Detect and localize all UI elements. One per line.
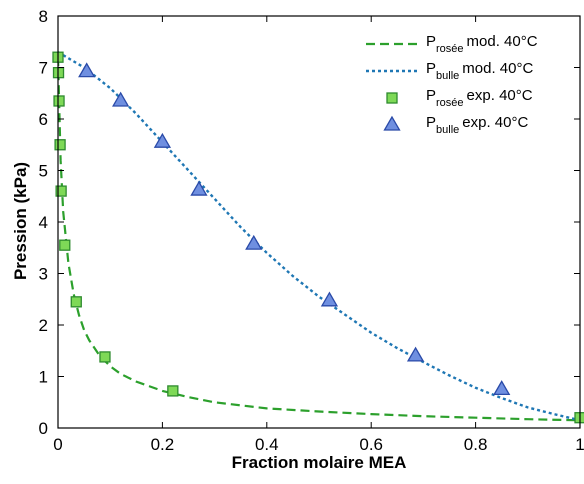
legend-label-main: P: [426, 87, 436, 104]
legend-item-dew_exp: Prosée exp. 40°C: [386, 87, 533, 109]
plot-frame: [57, 15, 581, 429]
legend-label-rest: exp. 40°C: [462, 114, 528, 131]
axes: 0 0.2 0.4 0.6 0.8 1 0 1 2 3 4 5 6 7 8: [39, 7, 584, 454]
legend-label: Prosée mod. 40°C: [426, 33, 538, 55]
data-point-dew_exp: [59, 239, 71, 251]
data-point-bubble_exp: [78, 62, 96, 78]
data-point-bubble_exp: [406, 346, 425, 362]
legend-label-sub: rosée: [436, 97, 464, 109]
legend-label-rest: mod. 40°C: [462, 60, 533, 77]
x-tick-label: 0.2: [151, 435, 175, 454]
y-tick-label: 2: [39, 316, 48, 335]
legend-label-rest: exp. 40°C: [467, 87, 533, 104]
y-tick-label: 7: [39, 59, 48, 78]
legend-label: Pbulle exp. 40°C: [426, 114, 528, 136]
data-point-bubble_exp: [190, 180, 208, 196]
x-axis-title: Fraction molaire MEA: [232, 453, 407, 472]
legend-swatch: [386, 92, 398, 104]
y-tick-label: 0: [39, 419, 48, 438]
y-tick-label: 8: [39, 7, 48, 26]
y-tick-label: 3: [39, 265, 48, 284]
y-axis-title: Pression (kPa): [11, 162, 30, 280]
data-point-bubble_exp: [112, 91, 130, 107]
series-line-dew_model: [58, 57, 580, 422]
legend-item-bubble_model: Pbulle mod. 40°C: [366, 60, 533, 82]
x-tick-label: 0.8: [464, 435, 488, 454]
legend-label-sub: bulle: [436, 124, 459, 136]
legend-label-rest: mod. 40°C: [467, 33, 538, 50]
data-point-dew_exp: [54, 139, 66, 151]
y-tick-label: 4: [39, 213, 48, 232]
data-point-dew_exp: [55, 185, 67, 197]
data-point-bubble_exp: [493, 380, 511, 396]
x-tick-label: 0: [53, 435, 62, 454]
y-tick-label: 5: [39, 162, 48, 181]
data-point-dew_exp: [99, 351, 111, 363]
legend-label: Pbulle mod. 40°C: [426, 60, 533, 82]
data-point-bubble_exp: [153, 132, 172, 148]
legend-label-sub: bulle: [436, 70, 459, 82]
data-point-dew_exp: [53, 95, 65, 107]
legend-item-bubble_exp: Pbulle exp. 40°C: [383, 114, 528, 136]
legend-label: Prosée exp. 40°C: [426, 87, 533, 109]
legend-label-sub: rosée: [436, 43, 464, 55]
legend-item-dew_model: Prosée mod. 40°C: [366, 33, 538, 55]
x-tick-label: 0.6: [359, 435, 383, 454]
legend-label-main: P: [426, 60, 436, 77]
plot-area: [52, 51, 584, 424]
data-point-dew_exp: [70, 296, 82, 308]
x-tick-label: 0.4: [255, 435, 279, 454]
x-tick-label: 1: [575, 435, 584, 454]
legend-label-main: P: [426, 114, 436, 131]
data-point-dew_exp: [167, 385, 179, 397]
y-tick-label: 6: [39, 110, 48, 129]
legend-swatch: [383, 115, 401, 131]
data-point-bubble_exp: [320, 291, 339, 307]
data-point-bubble_exp: [245, 234, 263, 250]
y-tick-label: 1: [39, 368, 48, 387]
legend-label-main: P: [426, 33, 436, 50]
series-line-bubble_model: [58, 51, 580, 422]
